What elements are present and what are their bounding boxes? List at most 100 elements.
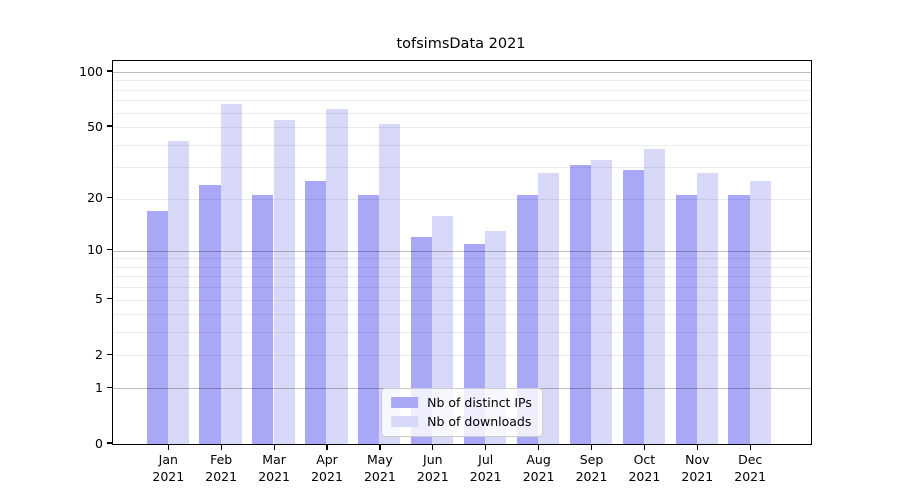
bar-distinct-ips-oct [622,169,644,444]
chart-title: tofsimsData 2021 [396,36,526,52]
x-tick-label-may: May 2021 [348,452,412,485]
gridline-minor-20 [113,198,811,200]
gridline-minor-8 [113,266,811,268]
gridline-minor-50 [113,127,811,128]
gridline-minor-3 [113,332,811,334]
y-tick-label-20: 20 [87,190,103,206]
x-tick-mark-sep [590,444,593,450]
bar-distinct-ips-jan [146,211,168,444]
bar-downloads-jan [167,140,189,444]
x-tick-month: Feb [210,452,233,467]
y-tick-label-100: 100 [79,63,103,79]
x-tick-year: 2021 [258,468,290,484]
x-tick-label-jun: Jun 2021 [401,452,465,485]
x-tick-month: Jun [423,452,443,467]
x-tick-month: Nov [685,452,710,467]
bar-downloads-aug [538,172,560,444]
x-tick-label-jan: Jan 2021 [136,452,200,485]
x-tick-label-sep: Sep 2021 [560,452,624,485]
gridline-minor-90 [113,80,811,82]
bar-distinct-ips-nov [675,194,697,444]
gridline-minor-4 [113,314,811,316]
y-tick-mark-2 [106,353,112,356]
x-tick-label-aug: Aug 2021 [507,452,571,485]
x-tick-mark-oct [643,444,646,450]
y-tick-mark-20 [106,197,112,199]
bar-distinct-ips-may [358,194,380,444]
y-tick-mark-100 [106,70,112,72]
legend-swatch-downloads [391,416,419,427]
gridline-minor-5 [113,299,811,301]
x-tick-month: Sep [579,452,604,467]
bar-downloads-dec [749,181,771,444]
bar-downloads-jun [432,215,454,444]
x-tick-month: Oct [633,452,656,467]
y-tick-label-2: 2 [95,346,103,362]
bar-downloads-may [379,123,401,444]
gridline-minor-30 [113,167,811,169]
legend-swatch-distinct-ips [391,397,419,408]
y-tick-mark-1 [106,386,112,388]
x-tick-month: Mar [262,452,286,467]
x-tick-mark-jun [432,444,434,450]
x-tick-year: 2021 [311,468,343,484]
x-tick-label-apr: Apr 2021 [295,452,359,485]
legend-item-downloads: Nb of downloads [391,414,532,429]
x-tick-label-feb: Feb 2021 [189,452,253,485]
x-tick-mark-feb [220,444,222,450]
x-tick-year: 2021 [205,468,238,484]
legend: Nb of distinct IPs Nb of downloads [381,388,543,437]
y-tick-label-1: 1 [95,379,103,395]
legend-item-distinct-ips: Nb of distinct IPs [391,395,532,410]
x-tick-year: 2021 [628,468,661,484]
x-tick-mark-mar [273,444,275,450]
bar-distinct-ips-aug [516,194,538,444]
y-tick-label-10: 10 [87,242,103,258]
x-tick-label-nov: Nov 2021 [665,452,729,485]
bar-downloads-sep [590,159,613,444]
x-tick-year: 2021 [152,468,185,484]
x-tick-month: Jan [158,452,178,467]
y-tick-mark-5 [106,298,112,300]
bar-downloads-oct [643,148,665,444]
y-tick-mark-10 [106,249,112,251]
x-tick-mark-nov [696,444,698,450]
bar-downloads-nov [696,172,718,444]
x-tick-label-jul: Jul 2021 [454,452,518,485]
y-tick-label-0: 0 [95,435,103,451]
legend-label-distinct-ips: Nb of distinct IPs [427,395,532,410]
x-tick-month: Dec [738,452,763,467]
x-tick-year: 2021 [522,468,555,484]
bar-downloads-feb [220,103,242,444]
gridline-minor-7 [113,276,811,278]
x-tick-year: 2021 [416,468,449,484]
gridline-minor-2 [113,355,811,357]
y-tick-mark-0 [106,442,112,444]
x-tick-year: 2021 [575,468,608,484]
bar-downloads-mar [273,119,295,444]
bar-distinct-ips-apr [305,181,327,444]
x-tick-mark-apr [326,444,328,450]
legend-label-downloads: Nb of downloads [427,414,532,429]
gridline-minor-60 [113,112,811,114]
y-tick-label-5: 5 [95,291,103,307]
x-tick-month: May [366,452,393,467]
x-tick-label-oct: Oct 2021 [612,452,676,485]
x-tick-year: 2021 [469,468,502,484]
x-tick-mark-jan [167,444,169,450]
x-tick-month: Aug [526,452,551,467]
gridline-minor-40 [113,144,811,146]
gridline-minor-9 [113,258,811,260]
bar-distinct-ips-sep [569,164,591,444]
gridline-minor-80 [113,89,811,91]
bar-distinct-ips-dec [728,194,750,444]
gridline-major-100 [113,72,811,73]
x-tick-mark-jul [485,444,487,450]
x-tick-month: Jul [478,452,494,467]
x-tick-label-mar: Mar 2021 [242,452,306,485]
gridline-major-10 [113,250,811,252]
gridline-minor-6 [113,287,811,289]
x-tick-year: 2021 [363,468,396,484]
x-tick-month: Apr [316,452,338,467]
